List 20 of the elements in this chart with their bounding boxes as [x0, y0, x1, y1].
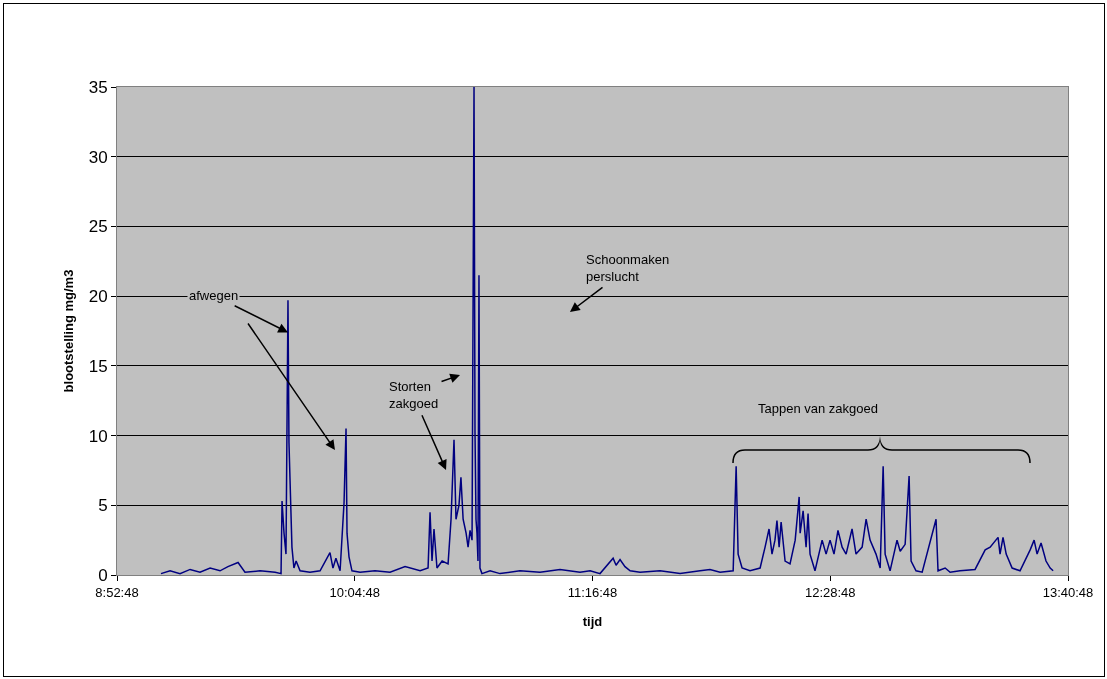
annotation: Tappen van zakgoed [758, 401, 878, 416]
line-series [160, 87, 1054, 575]
x-tick-label: 12:28:48 [804, 584, 856, 600]
y-axis-title: blootstelling mg/m3 [60, 269, 76, 393]
y-tick-label: 10 [88, 426, 108, 446]
y-tick-label: 0 [98, 565, 108, 585]
x-axis-title: tijd [582, 614, 603, 630]
y-tick-label: 25 [88, 217, 108, 237]
y-tick-label: 35 [88, 77, 108, 97]
annotation: Schoonmaken perslucht [586, 252, 670, 284]
annotation: afwegen [189, 288, 239, 303]
y-tick-label: 5 [98, 496, 108, 516]
y-tick-label: 20 [88, 287, 108, 307]
x-tick-label: 13:40:48 [1042, 584, 1094, 600]
y-tick-label: 15 [88, 356, 108, 376]
y-tick-label: 30 [88, 147, 108, 167]
annotation: Storten zakgoed [389, 379, 439, 411]
x-tick-label: 11:16:48 [567, 584, 618, 600]
x-tick-label: 8:52:48 [95, 584, 139, 600]
x-tick-label: 10:04:48 [329, 584, 381, 600]
